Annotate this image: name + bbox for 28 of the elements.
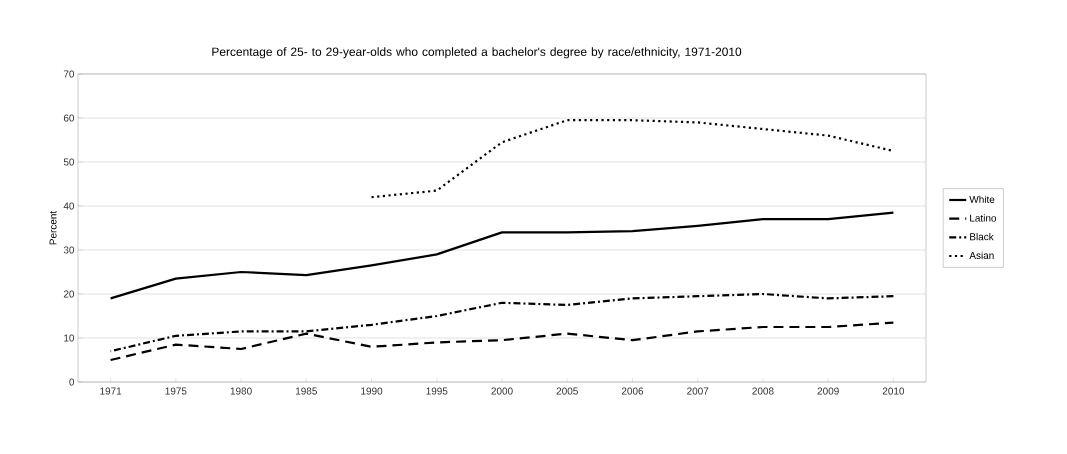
x-tick-label: 1995 [426,387,448,395]
x-tick-label: 1975 [165,387,187,395]
y-tick-label: 0 [69,378,75,386]
y-tick-label: 10 [64,334,75,342]
x-tick-label: 2000 [491,387,513,395]
y-tick-label: 50 [63,158,75,166]
chart-title: Percentage of 25- to 29-year-olds who completed a bachelor's degree by race/ethnicity, 1971-2010 [212,47,742,59]
x-tick-label: 1971 [100,387,122,395]
y-tick-label: 70 [63,70,75,78]
y-tick-label: 30 [63,246,75,254]
x-tick-label: 1990 [361,387,383,395]
y-tick-label: 60 [63,114,75,122]
line-series [109,211,895,300]
x-tick-label: 2008 [752,387,774,395]
legend-label: Black [970,232,994,241]
x-tick-label: 2009 [817,387,839,395]
y-tick-label: 40 [63,202,75,210]
x-tick-label: 2005 [556,387,578,395]
y-tick-label: 20 [63,290,75,298]
legend-label: Asian [969,251,994,259]
legend-label: Latino [970,214,997,222]
x-tick-label: 1980 [230,387,252,395]
x-tick-label: 2007 [687,387,709,395]
legend-label: White [969,195,995,203]
x-tick-label: 2010 [882,387,905,395]
x-tick-label: 2006 [621,387,644,395]
x-tick-label: 1985 [296,387,317,395]
y-axis-title: Percent [49,210,57,245]
